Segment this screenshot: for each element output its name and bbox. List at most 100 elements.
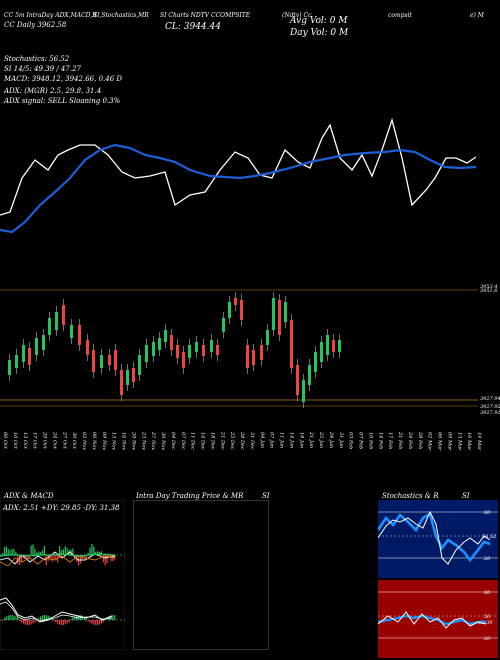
date-tick-label: 27 Nov: [150, 431, 156, 450]
candle-body: [100, 355, 103, 368]
date-tick-label: 25 Dec: [229, 431, 235, 450]
candle-body: [35, 338, 38, 355]
candle-body: [314, 352, 317, 372]
candle-body: [246, 345, 249, 368]
adx-hist-bar: [95, 551, 97, 555]
candle-body: [15, 355, 18, 368]
candle-body: [48, 318, 51, 335]
date-tick-label: 24 Feb: [407, 431, 413, 449]
adx-hist-bar: [60, 550, 63, 555]
date-tick-label: 13 Nov: [111, 432, 117, 450]
adx-hist-bar: [62, 549, 64, 555]
stoch-tick-current: 56.52: [482, 534, 496, 540]
date-tick-label: 11 Jan: [279, 432, 285, 448]
close-price: CL: 3944.44: [165, 22, 221, 32]
adx-hist-bar: [21, 555, 23, 562]
adx-hist-bar: [19, 555, 21, 566]
candle-body: [195, 342, 198, 352]
macd-hist-bar: [70, 618, 72, 620]
adx-hist-bar: [93, 546, 95, 555]
macd-hist-bar: [41, 615, 44, 620]
date-tick-label: 28 Feb: [417, 431, 423, 449]
adx-hist-bar: [104, 555, 106, 566]
candle-body: [320, 342, 323, 362]
candle-body: [284, 302, 287, 322]
candle-body: [210, 340, 213, 352]
macd-hist-bar: [85, 617, 87, 620]
candle-body: [296, 365, 299, 395]
adx-hist-bar: [66, 547, 68, 555]
candle-body: [120, 370, 123, 395]
macd-hist-bar: [32, 620, 34, 624]
candle-body: [152, 342, 155, 356]
adx-hist-bar: [45, 555, 47, 566]
macd-hist-bar: [43, 615, 45, 620]
adx-hist-bar: [110, 555, 112, 562]
candle-body: [158, 338, 161, 350]
date-tick-label: 13 Oct: [22, 432, 28, 450]
header-tab-4: (Ndtv) Cc: [282, 12, 312, 19]
adx-hist-bar: [15, 551, 17, 555]
mr-panel-suffix: SI: [262, 492, 270, 500]
adx-hist-bar: [5, 546, 7, 555]
candle-body: [86, 340, 89, 355]
adx-hist-bar: [72, 548, 74, 555]
candle-body: [78, 325, 81, 345]
adx-value: ADX: (MGR) 2.5, 29.8, 31.4: [4, 87, 102, 95]
adx-signal: ADX signal: SELL Sloaning 0.3%: [4, 97, 121, 105]
candle-body: [8, 360, 11, 375]
date-tick-label: 31 Jan: [338, 432, 344, 448]
mr-panel: [133, 500, 269, 650]
avg-volume: Avg Vol: 0 M: [290, 16, 348, 26]
macd-hist-bar: [87, 620, 89, 622]
price-axis-label: 3953.4: [480, 284, 498, 290]
adx-hist-bar: [41, 550, 44, 555]
adx-hist-bar: [49, 555, 51, 560]
macd-hist-bar: [100, 620, 102, 624]
macd-hist-bar: [62, 620, 64, 625]
macd-hist-bar: [60, 620, 63, 625]
macd-hist-bar: [83, 616, 85, 620]
adx-hist-bar: [28, 555, 30, 560]
adx-hist-bar: [102, 555, 104, 563]
adx-hist-bar: [51, 555, 53, 562]
candle-body: [326, 335, 329, 355]
adx-hist-bar: [53, 555, 55, 561]
macd-hist-bar: [24, 620, 26, 625]
adx-hist-bar: [2, 553, 4, 555]
candle-body: [92, 350, 95, 372]
adx-hist-bar: [79, 555, 82, 564]
date-tick-label: 21 Jan: [308, 431, 314, 448]
adx-hist-bar: [30, 545, 32, 555]
adx-hist-bar: [85, 555, 87, 559]
moving-average-line: [0, 143, 477, 234]
macd-hist-bar: [97, 620, 99, 625]
date-tick-label: 20 Nov: [130, 431, 136, 450]
macd-hist-bar: [112, 615, 114, 620]
macd-hist-bar: [51, 617, 53, 620]
date-tick-label: 30 Oct: [71, 432, 77, 450]
date-tick-label: 06 Mar: [437, 432, 443, 451]
candle-body: [164, 330, 167, 342]
candle-body: [338, 340, 341, 352]
adx-macd-panel: ADX: 2.51 +DY: 29.85 -DY: 31.38: [0, 500, 125, 650]
macd-hist-bar: [45, 615, 47, 620]
adx-hist-bar: [89, 547, 91, 555]
adx-hist-bar: [36, 552, 38, 555]
date-tick-label: 06 Oct: [2, 432, 8, 450]
date-tick-label: 21 Feb: [397, 431, 403, 449]
date-tick-label: 17 Feb: [387, 432, 393, 449]
mr-panel-title: Intra Day Trading Price & MR: [136, 492, 244, 500]
date-tick-label: 28 Dec: [239, 431, 245, 450]
macd-hist-bar: [30, 620, 32, 625]
rsi-panel: 80 50 20 49.39: [378, 580, 498, 658]
date-tick-label: 10 Oct: [12, 432, 18, 450]
adx-hist-bar: [87, 552, 89, 555]
candle-body: [222, 318, 225, 332]
adx-hist-bar: [83, 555, 85, 559]
adx-hist-bar: [13, 549, 15, 555]
candle-body: [22, 345, 25, 362]
candle-body: [62, 305, 65, 325]
macd-hist-bar: [11, 615, 13, 620]
date-tick-label: 18 Jan: [298, 432, 304, 448]
